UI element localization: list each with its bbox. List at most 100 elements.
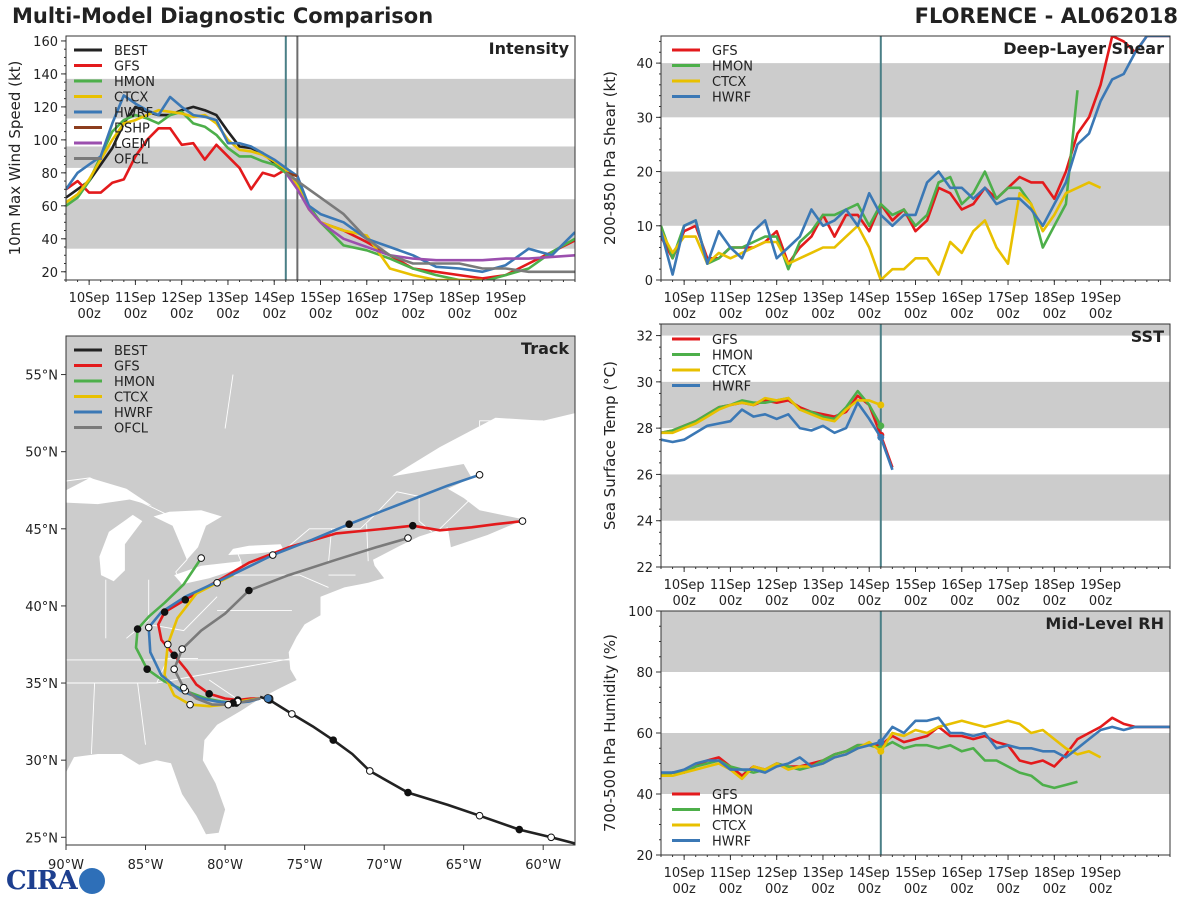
track-position-marker <box>181 595 190 604</box>
track-position-marker <box>133 625 142 633</box>
map-group <box>66 336 575 845</box>
hurricane-icon <box>78 868 105 894</box>
y-tick-label: 45°N <box>25 523 58 538</box>
series-line-ctcx <box>661 396 882 435</box>
legend-label: CTCX <box>712 364 746 379</box>
y-tick-label: 40 <box>636 788 653 803</box>
legend-label: GFS <box>712 333 738 348</box>
legend-label: GFS <box>712 44 738 59</box>
series-group <box>661 716 1170 790</box>
chart-intensity: 2040608010012014016010Sep00z11Sep00z12Se… <box>6 35 576 322</box>
y-axis-label: Sea Surface Temp (°C) <box>601 361 619 530</box>
y-tick-label: 30 <box>636 376 653 391</box>
legend-label: HWRF <box>712 91 751 106</box>
chart-rh: 2040608010010Sep00z11Sep00z12Sep00z13Sep… <box>601 605 1171 897</box>
track-position-marker <box>404 534 412 542</box>
x-tick-sublabel: 00z <box>124 307 148 322</box>
track-position-marker <box>144 623 153 632</box>
border-line <box>216 569 229 576</box>
current-position-marker <box>263 694 273 703</box>
x-tick-sublabel: 00z <box>672 307 696 322</box>
border-line <box>137 682 146 745</box>
track-position-marker <box>205 690 213 698</box>
x-tick-label: 19Sep <box>1080 578 1121 593</box>
x-tick-label: 17Sep <box>393 291 434 306</box>
y-tick-label: 60 <box>636 727 653 742</box>
y-tick-label: 80 <box>636 666 653 681</box>
x-tick-label: 16Sep <box>941 866 982 881</box>
legend-label: BEST <box>114 44 147 59</box>
x-tick-label: 16Sep <box>941 291 982 306</box>
y-tick-label: 40 <box>636 57 653 72</box>
shade-band <box>661 611 1170 672</box>
track-position-marker <box>224 700 233 709</box>
x-tick-label: 17Sep <box>988 291 1029 306</box>
analysis-point <box>877 401 885 409</box>
x-tick-label: 70°W <box>366 858 402 873</box>
x-tick-label: 13Sep <box>207 291 248 306</box>
x-tick-sublabel: 00z <box>672 882 696 897</box>
x-tick-label: 13Sep <box>802 866 843 881</box>
lake <box>228 544 284 555</box>
legend-label: GFS <box>114 60 140 75</box>
x-tick-sublabel: 00z <box>448 307 472 322</box>
x-tick-label: 19Sep <box>1080 866 1121 881</box>
border-line <box>66 477 433 585</box>
legend-label: HWRF <box>712 380 751 395</box>
x-tick-label: 11Sep <box>710 291 751 306</box>
y-tick-label: 80 <box>41 167 58 182</box>
legend-label: HMON <box>712 804 753 819</box>
y-tick-label: 160 <box>33 35 58 50</box>
legend-label: LGEM <box>114 137 151 152</box>
x-tick-sublabel: 00z <box>858 594 882 609</box>
y-tick-label: 55°N <box>25 369 58 384</box>
y-tick-label: 120 <box>33 101 58 116</box>
x-tick-label: 11Sep <box>710 866 751 881</box>
y-tick-label: 40°N <box>25 600 58 615</box>
border-line <box>228 574 329 588</box>
track-position-marker <box>475 811 484 820</box>
shade-band <box>661 474 1170 521</box>
x-tick-sublabel: 00z <box>719 594 743 609</box>
y-axis-label: 10m Max Wind Speed (kt) <box>6 61 24 256</box>
y-tick-label: 20 <box>636 166 653 181</box>
track-position-marker <box>518 517 527 525</box>
x-tick-sublabel: 00z <box>309 307 333 322</box>
x-tick-label: 90°W <box>48 858 84 873</box>
x-tick-label: 15Sep <box>300 291 341 306</box>
track-position-marker <box>143 665 151 673</box>
legend-label: GFS <box>712 788 738 803</box>
x-tick-sublabel: 00z <box>858 307 882 322</box>
analysis-point <box>877 422 885 430</box>
x-tick-sublabel: 00z <box>996 882 1020 897</box>
x-tick-sublabel: 00z <box>1089 307 1113 322</box>
x-tick-sublabel: 00z <box>904 882 928 897</box>
track-position-marker <box>268 551 277 559</box>
x-tick-sublabel: 00z <box>355 307 379 322</box>
y-tick-label: 140 <box>33 68 58 83</box>
legend-label: GFS <box>114 360 140 375</box>
y-tick-label: 50°N <box>25 446 58 461</box>
x-tick-sublabel: 00z <box>719 307 743 322</box>
x-tick-label: 12Sep <box>756 578 797 593</box>
x-tick-label: 75°W <box>287 858 323 873</box>
x-tick-sublabel: 00z <box>996 307 1020 322</box>
x-tick-sublabel: 00z <box>765 882 789 897</box>
analysis-point <box>877 747 885 755</box>
panel-title: Intensity <box>489 39 570 58</box>
y-tick-label: 28 <box>636 422 653 437</box>
track-position-marker <box>186 700 194 709</box>
x-tick-label: 12Sep <box>756 291 797 306</box>
lake <box>153 510 222 560</box>
x-tick-label: 16Sep <box>941 578 982 593</box>
x-tick-label: 18Sep <box>439 291 480 306</box>
track-position-marker <box>179 683 188 692</box>
x-tick-sublabel: 00z <box>1043 882 1067 897</box>
x-tick-sublabel: 00z <box>950 882 974 897</box>
series-line-hwrf <box>66 94 575 274</box>
x-tick-label: 18Sep <box>1034 578 1075 593</box>
series-line-hmon <box>66 110 575 280</box>
track-position-marker <box>197 554 206 562</box>
x-tick-label: 17Sep <box>988 866 1029 881</box>
legend-label: HWRF <box>712 835 751 850</box>
